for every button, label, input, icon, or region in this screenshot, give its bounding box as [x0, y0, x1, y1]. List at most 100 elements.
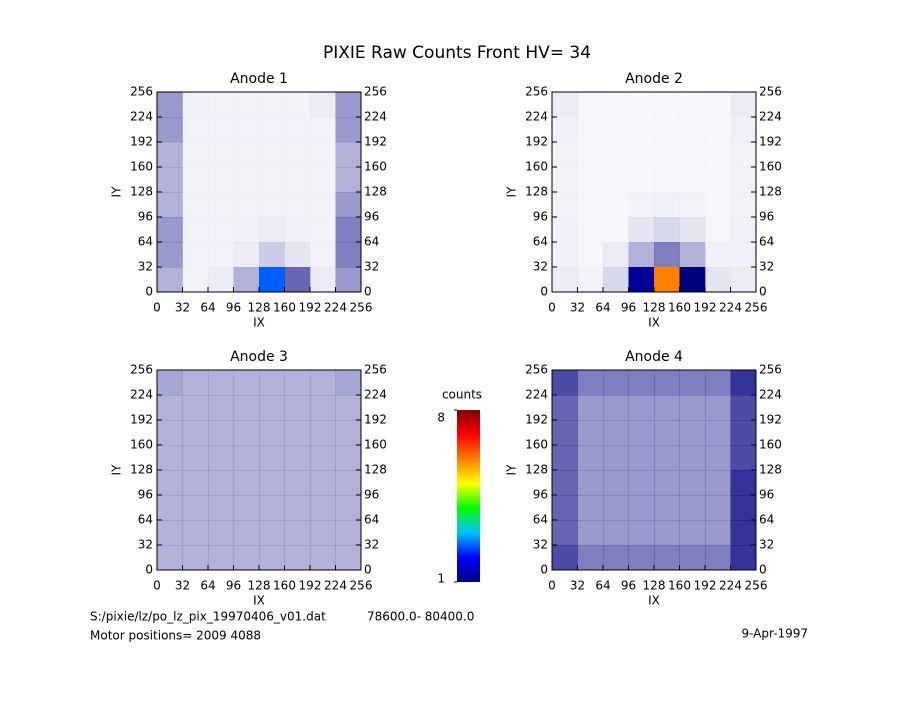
- heat-cell: [233, 370, 260, 396]
- heat-cell: [730, 420, 757, 446]
- heat-cell: [679, 495, 706, 521]
- y-tick-label: 32: [533, 538, 548, 552]
- heat-cell: [628, 217, 655, 243]
- heat-cell: [233, 470, 260, 496]
- heat-cell: [654, 545, 680, 571]
- heat-cell: [284, 445, 311, 471]
- heat-cell: [284, 117, 311, 143]
- y-tick-label: 0: [145, 563, 153, 577]
- y-tick-label: 256: [525, 363, 548, 377]
- heat-cell: [182, 445, 209, 471]
- heat-cell: [603, 167, 629, 192]
- heat-cell: [730, 167, 757, 193]
- y-axis-label: IY: [505, 464, 519, 476]
- heat-cell: [552, 167, 578, 193]
- heat-cell: [654, 217, 680, 243]
- y2-tick-label: 224: [364, 110, 387, 124]
- heat-cell: [730, 92, 757, 118]
- heat-cell: [182, 395, 209, 421]
- heat-cell: [705, 242, 731, 268]
- heat-cell: [603, 420, 629, 446]
- heat-cell: [654, 520, 680, 546]
- x-tick-label: 64: [595, 579, 610, 593]
- heat-cell: [310, 167, 336, 193]
- heat-cell: [335, 520, 362, 546]
- heat-cell: [284, 217, 311, 243]
- x-tick-label: 32: [175, 579, 190, 593]
- heat-cell: [628, 545, 655, 571]
- y2-tick-label: 96: [364, 488, 379, 502]
- heat-cell: [679, 470, 706, 496]
- heat-cell: [284, 92, 311, 118]
- heat-cell: [335, 242, 362, 268]
- heat-cell: [603, 370, 629, 396]
- heat-cell: [335, 217, 362, 243]
- heat-cell: [680, 92, 706, 117]
- heat-cell: [310, 495, 336, 521]
- heat-cell: [705, 445, 731, 471]
- y2-tick-label: 128: [364, 185, 387, 199]
- y-tick-label: 96: [533, 488, 548, 502]
- heat-cell: [182, 142, 209, 168]
- y2-tick-label: 128: [759, 185, 782, 199]
- heat-cell: [578, 167, 604, 192]
- heat-cell: [654, 420, 680, 446]
- heat-cell: [259, 142, 285, 168]
- heat-cell: [157, 192, 183, 218]
- heat-cell: [552, 242, 578, 268]
- x-tick-label: 256: [745, 301, 768, 315]
- heat-cell: [157, 267, 183, 293]
- y-tick-label: 32: [138, 260, 153, 274]
- heat-cell: [233, 395, 260, 421]
- heat-cell: [705, 192, 731, 217]
- y2-tick-label: 160: [759, 160, 782, 174]
- x-tick-label: 192: [694, 301, 717, 315]
- x-tick-label: 224: [719, 579, 742, 593]
- y2-tick-label: 192: [364, 413, 387, 427]
- heat-cell: [208, 420, 234, 446]
- heat-cell: [654, 192, 680, 218]
- heat-cell: [233, 495, 260, 521]
- heat-cell: [233, 420, 260, 446]
- heat-cell: [552, 192, 578, 218]
- heat-cell: [552, 370, 578, 396]
- x-tick-label: 160: [273, 579, 296, 593]
- heat-cell: [310, 242, 336, 268]
- heat-cell: [182, 545, 209, 571]
- y2-tick-label: 64: [759, 513, 774, 527]
- heat-cell: [578, 142, 604, 167]
- x-axis-label: IX: [253, 316, 265, 330]
- heat-cell: [233, 117, 260, 143]
- heat-cell: [259, 92, 285, 118]
- heat-cell: [284, 470, 311, 496]
- heat-cell: [233, 217, 260, 243]
- x-tick-label: 192: [694, 579, 717, 593]
- heat-cell: [233, 142, 260, 168]
- heat-cell: [157, 217, 183, 243]
- heat-cell: [182, 520, 209, 546]
- heat-cell: [730, 192, 757, 218]
- x-tick-label: 96: [621, 579, 636, 593]
- x-tick-label: 224: [719, 301, 742, 315]
- heat-cell: [259, 495, 285, 521]
- heat-cell: [730, 267, 757, 293]
- y-tick-label: 160: [525, 438, 548, 452]
- heat-cell: [157, 395, 183, 421]
- heat-cell: [577, 267, 604, 293]
- heat-cell: [208, 470, 234, 496]
- x-tick-label: 0: [153, 579, 161, 593]
- y2-tick-label: 32: [364, 538, 379, 552]
- x-tick-label: 256: [350, 579, 373, 593]
- y-tick-label: 192: [525, 135, 548, 149]
- heat-cell: [310, 470, 336, 496]
- y-axis-label: IY: [505, 186, 519, 198]
- heat-cell: [157, 92, 183, 118]
- heat-cell: [233, 192, 260, 218]
- heat-cell: [705, 117, 731, 142]
- heat-cell: [552, 117, 578, 143]
- x-tick-label: 32: [570, 301, 585, 315]
- heat-cell: [603, 192, 629, 217]
- heat-cell: [310, 267, 336, 293]
- heat-cell: [679, 545, 706, 571]
- heat-cell: [208, 217, 234, 243]
